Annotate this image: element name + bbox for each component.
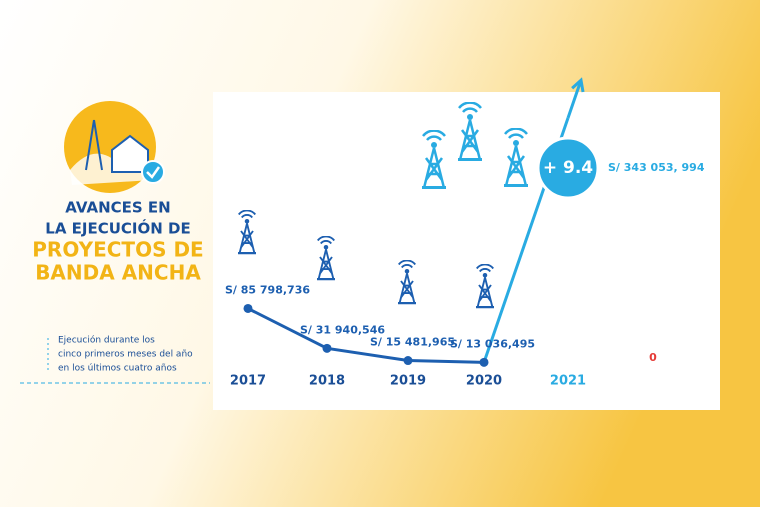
arrow-head xyxy=(571,77,585,93)
line xyxy=(247,307,485,364)
title-highlight: BANDA ANCHA xyxy=(35,261,201,285)
icon xyxy=(64,101,165,193)
note: Ejecución durante los xyxy=(58,335,155,346)
value-label: S/ 85 798,736 xyxy=(225,283,310,296)
value-label: S/ 15 481,965 xyxy=(370,336,455,349)
title-highlight: PROYECTOS DE xyxy=(32,238,203,262)
arrow xyxy=(566,79,583,119)
x-tick-label: 2017 xyxy=(230,374,266,389)
highlight-circle xyxy=(536,136,600,200)
title: LA EJECUCIÓN DE xyxy=(45,219,190,238)
point xyxy=(403,356,413,366)
value-label: S/ 13 036,495 xyxy=(450,337,535,350)
value-label: S/ 31 940,546 xyxy=(300,323,385,336)
point xyxy=(322,343,332,353)
note: en los últimos cuatro años xyxy=(58,364,177,374)
note: cinco primeros meses del año xyxy=(58,350,193,360)
annotation: 0 xyxy=(649,351,657,364)
value-label: S/ 343 053, 994 xyxy=(608,161,705,174)
point xyxy=(243,303,253,313)
x-tick-label: 2019 xyxy=(390,374,426,389)
x-tick-label: 2020 xyxy=(466,374,502,389)
x-tick-label: 2018 xyxy=(309,374,345,389)
point xyxy=(479,357,489,367)
title: AVANCES EN xyxy=(65,199,170,217)
x-tick-label: 2021 xyxy=(550,374,586,389)
annotation: + 9.4 xyxy=(543,158,593,178)
